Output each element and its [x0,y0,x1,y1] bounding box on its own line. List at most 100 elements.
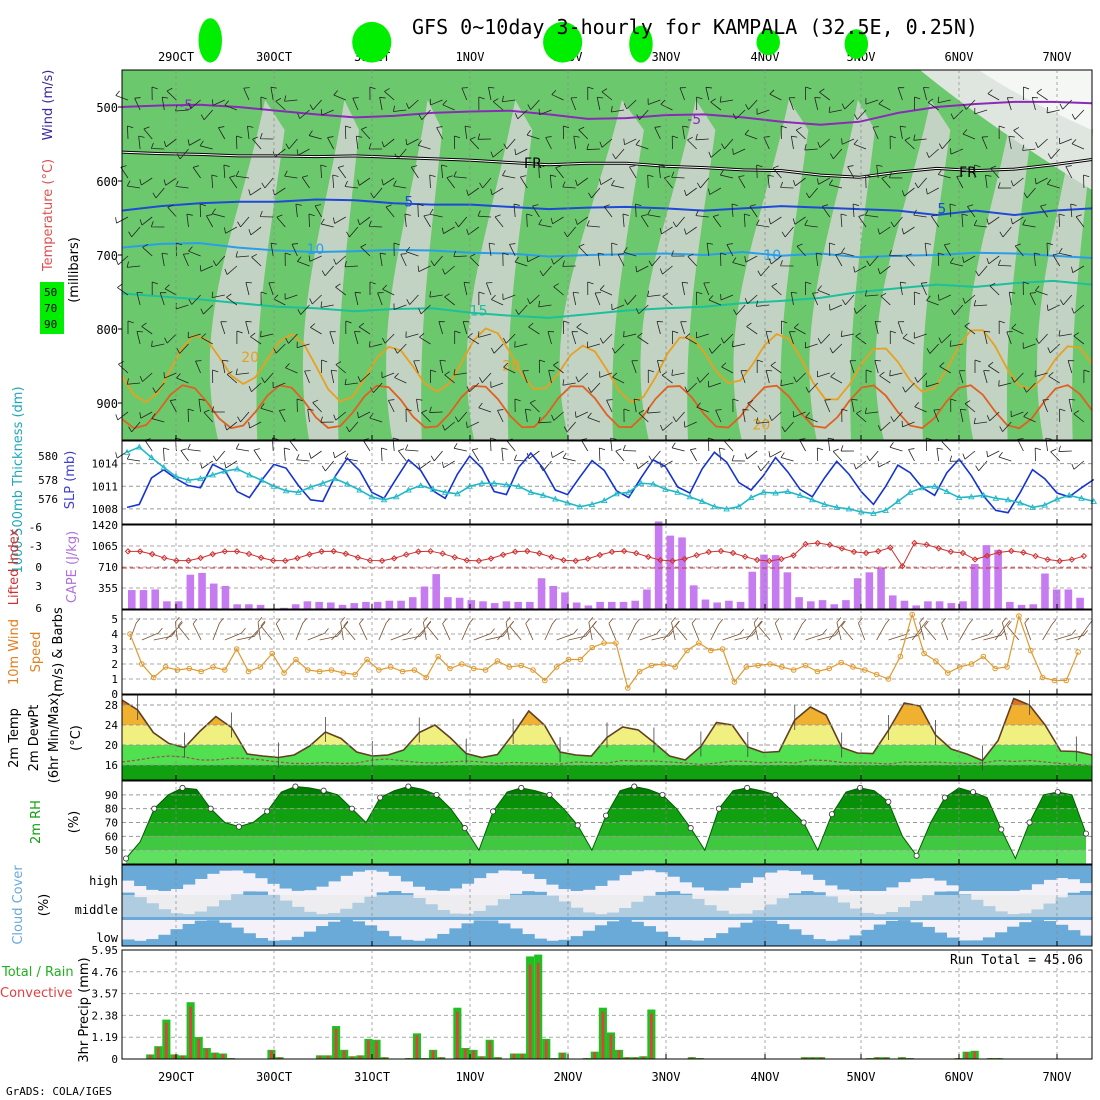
wind-barb [986,450,1000,458]
wind-barb [877,226,891,235]
wind-barb [889,249,903,257]
wind-barb [115,411,129,421]
wind-barb [509,243,516,257]
cape-bar [924,601,932,609]
cloud-cell [691,865,705,888]
wind-barb [1059,137,1072,145]
cloud-cell [340,865,353,876]
rh-point [885,798,892,805]
cape-bar [549,585,558,609]
cloud-cell [582,865,596,890]
wind-barb [355,135,363,150]
wind-barb [514,148,528,156]
cape-bar [807,601,815,609]
wind-barb [221,359,229,374]
wind-barb [126,453,141,462]
li-point [173,557,180,564]
rh-point [1054,789,1061,796]
wind-barb [490,148,504,158]
cape-bar [163,601,171,609]
wind-barb [578,243,589,257]
wind-barb [611,343,625,354]
wind-barb [502,170,516,179]
wind-speed-point [838,659,844,666]
thickness-point [270,482,278,489]
wind-barb [598,447,606,462]
cloud-cell [510,865,523,871]
wind-barb [738,175,746,189]
wind-barb [937,169,951,179]
wind-barb [478,331,492,338]
cape-bar [643,589,651,609]
wind-barb [949,203,956,218]
wind-barb [853,139,867,150]
wind-barb [743,213,751,228]
precip-conv-bar [561,1053,564,1059]
cloud-cell [219,865,232,871]
li-point [959,549,967,557]
wind-barb [943,243,952,257]
wind-barb [1023,187,1036,199]
wind-barb [920,282,928,296]
cloud-cell [995,932,1008,946]
thickness-tick: 580 [38,450,58,463]
wind-barb [732,340,746,348]
wind-barb [890,216,903,228]
precip-conv-bar [221,1053,225,1059]
wind-barb [308,450,322,459]
wind-speed-point [743,664,750,670]
wind-barb [974,107,988,115]
wind-speed-point [814,668,821,675]
wind-barb [793,372,806,383]
rh-dry-region [1037,100,1094,440]
wind-barb [828,242,836,257]
cape-bar [619,601,628,609]
wind-barb [430,450,443,462]
wind-barb [648,450,661,462]
wind-barb-10m [426,620,439,641]
cape-bar [561,592,569,609]
li-point [439,550,446,557]
wind-barb [1071,460,1085,470]
precip-conv-bar [884,1057,888,1059]
cloud-cell [691,940,705,946]
isotherm-label: -5 [687,112,701,128]
wind-barb [212,450,226,462]
rh-dry-region [386,100,443,440]
wind-barb [631,360,638,374]
wind-barb-10m [1054,629,1076,641]
wind-barb [744,294,758,304]
thickness-point [821,500,828,507]
cloud-cell [122,865,135,881]
thickness-tick: 576 [38,493,58,506]
wind-barb [304,370,311,384]
wind-barb [939,362,952,374]
wind-barb [889,369,903,377]
wind-barb [212,369,219,384]
wind-barb [405,444,419,452]
wind-barb [332,216,346,224]
wind-barb [689,448,698,462]
wind-barb [718,447,726,462]
precip-conv-bar [205,1048,209,1059]
li-point [778,555,785,563]
wind-barb [394,343,407,354]
cloud-cell [546,865,559,885]
wind-barb [849,360,856,374]
wind-barb [333,411,347,421]
wind-barb [259,132,274,140]
cape-bar [209,583,218,609]
wind-barb [337,165,347,179]
thickness-point [600,497,608,504]
li-point [995,549,1003,556]
wind-barb [161,252,168,267]
precip-conv-bar [900,1057,904,1059]
cloud-cell [437,933,450,946]
cape-bar [338,604,347,609]
cloud-cell [134,940,147,946]
wind-barb [637,332,649,345]
cloud-cell [764,865,778,873]
cloud-cell [643,926,656,946]
wind-barb [346,421,359,433]
thickness-point [637,479,645,486]
